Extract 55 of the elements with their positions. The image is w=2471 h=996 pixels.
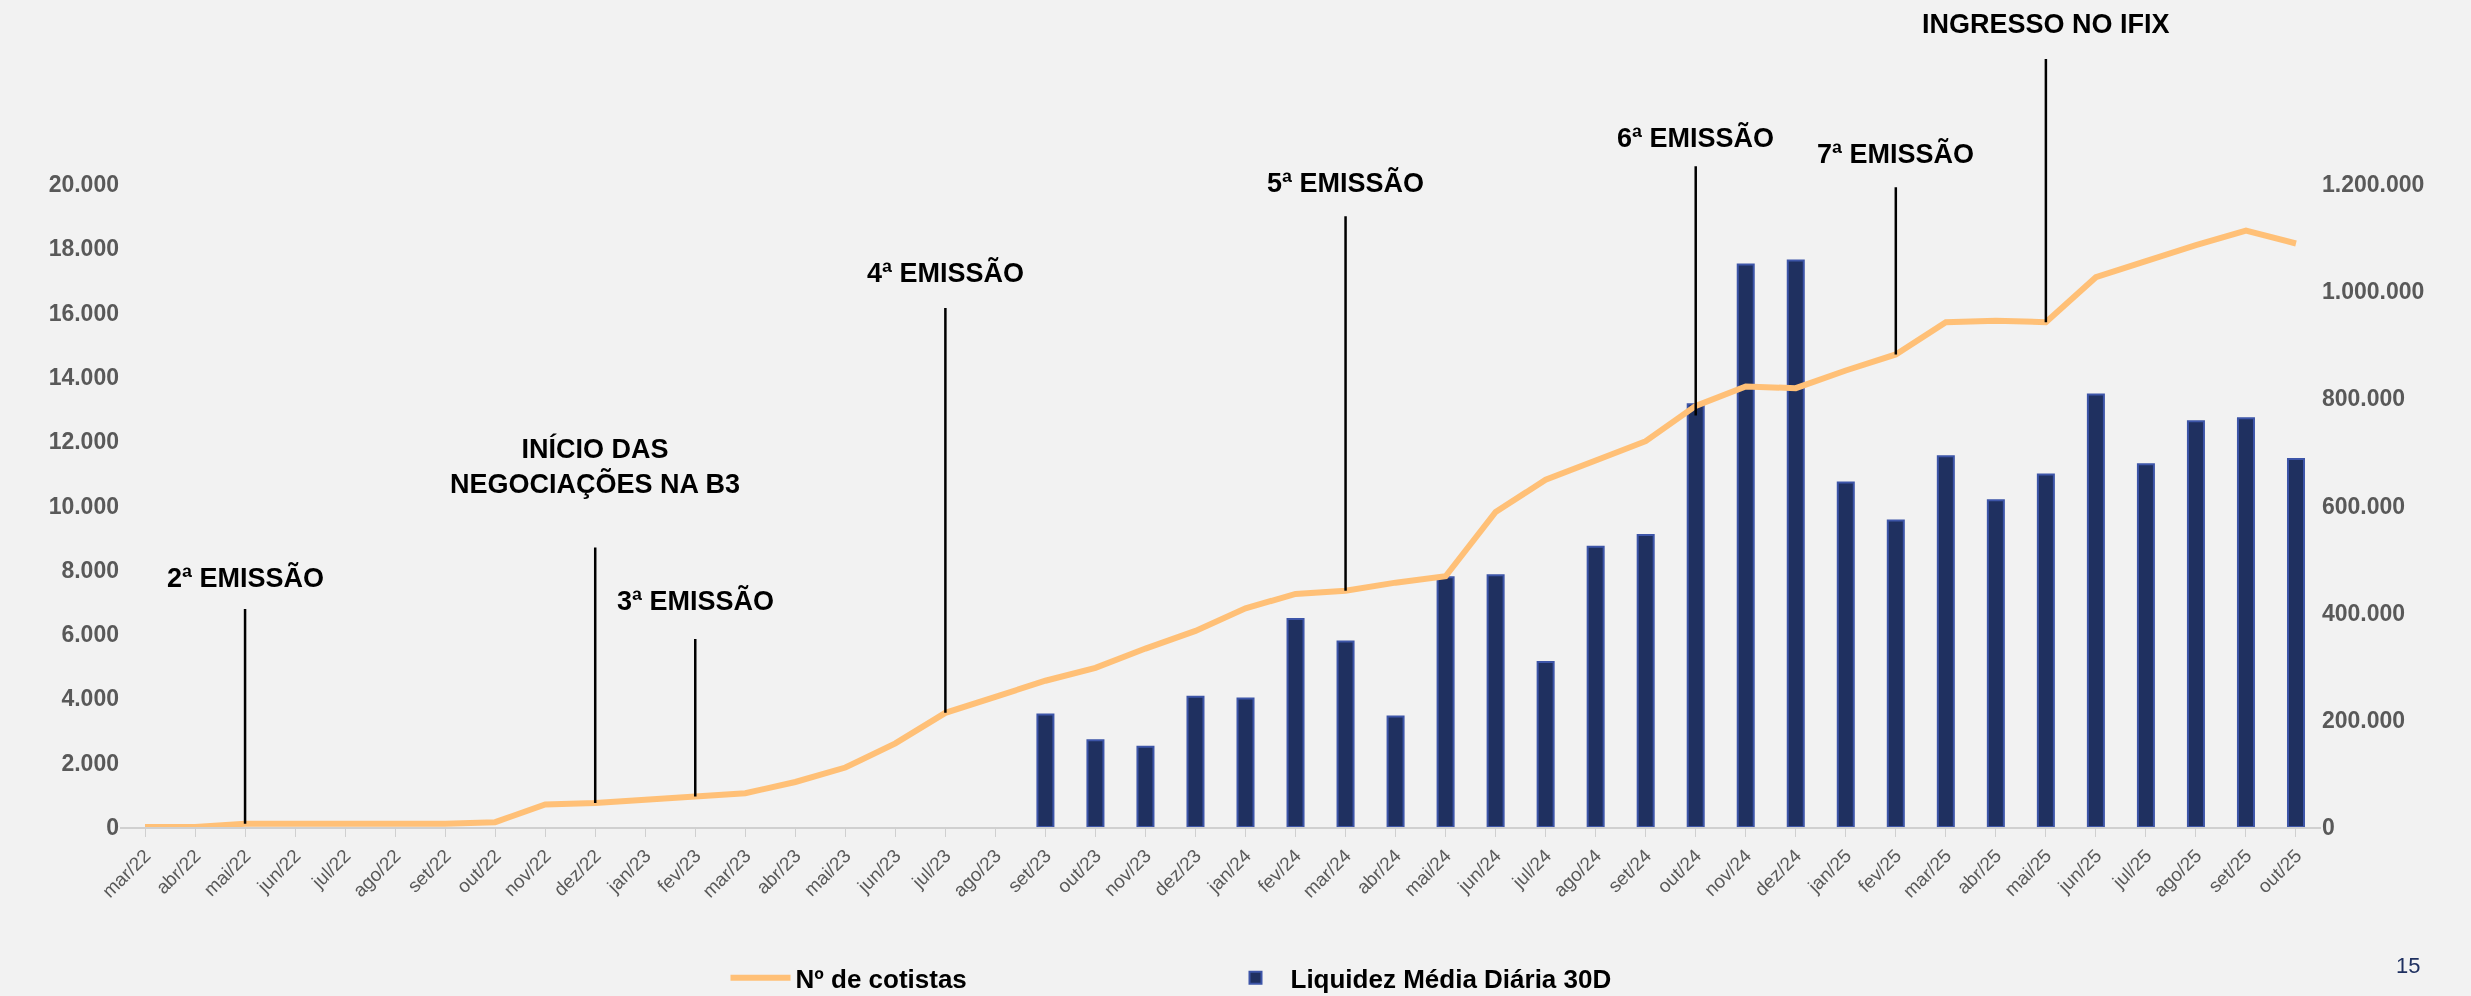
y-tick-label: 0 [106, 814, 119, 841]
y2-tick-label: 800.000 [2322, 385, 2406, 412]
bar [1486, 574, 1505, 827]
bar [2286, 457, 2305, 827]
y-tick-label: 12.000 [48, 428, 119, 455]
bar [1736, 263, 1755, 827]
annotation: 2ª EMISSÃO [167, 562, 325, 593]
text: 15 [2396, 953, 2421, 978]
y2-tick-label: 200.000 [2322, 706, 2406, 733]
y-tick-label: 16.000 [48, 299, 119, 326]
bar [1686, 403, 1705, 827]
bar [1586, 545, 1605, 827]
y2-tick-label: 0 [2322, 814, 2335, 841]
bar [1136, 745, 1155, 827]
bar [1836, 481, 1855, 827]
bar [1886, 519, 1905, 827]
y-tick-label: 6.000 [61, 621, 119, 648]
y-tick-label: 10.000 [48, 492, 119, 519]
y-tick-label: 14.000 [48, 363, 119, 390]
bar [1986, 499, 2005, 827]
bar [1636, 533, 1655, 827]
bar [1036, 713, 1055, 827]
y2-tick-label: 1.200.000 [2322, 171, 2425, 198]
annotation: 4ª EMISSÃO [867, 257, 1025, 288]
annotation: 6ª EMISSÃO [1617, 122, 1775, 153]
y-tick-label: 2.000 [61, 749, 119, 776]
bar [2136, 463, 2155, 827]
annotation: 3ª EMISSÃO [617, 585, 775, 616]
annotation: INÍCIO DAS NEGOCIAÇÕES NA B3 [450, 433, 741, 500]
bar [1936, 455, 1955, 827]
annotation: INGRESSO NO IFIX [1922, 9, 2170, 39]
bar [1436, 576, 1455, 827]
y2-tick-label: 600.000 [2322, 492, 2406, 519]
bar [2086, 393, 2105, 827]
y2-tick-label: 1.000.000 [2322, 278, 2425, 305]
bar [2236, 417, 2255, 827]
bar [1336, 640, 1355, 827]
bar [1086, 739, 1105, 827]
legend-label: Nº de cotistas [795, 963, 967, 994]
y-tick-label: 20.000 [48, 171, 119, 198]
bar [1186, 695, 1205, 827]
legend-label: Liquidez Média Diária 30D [1290, 963, 1612, 994]
y2-tick-label: 400.000 [2322, 599, 2406, 626]
y-tick-label: 4.000 [61, 685, 119, 712]
bar [1536, 660, 1555, 827]
y-tick-label: 18.000 [48, 235, 119, 262]
bar [1236, 697, 1255, 827]
annotation: 5ª EMISSÃO [1267, 167, 1425, 198]
bar [1286, 618, 1305, 827]
bar [1786, 259, 1805, 827]
bar [2186, 420, 2205, 827]
y-tick-label: 8.000 [61, 556, 119, 583]
bar [1386, 715, 1405, 827]
annotation: 7ª EMISSÃO [1817, 138, 1975, 169]
bar [2036, 473, 2055, 827]
